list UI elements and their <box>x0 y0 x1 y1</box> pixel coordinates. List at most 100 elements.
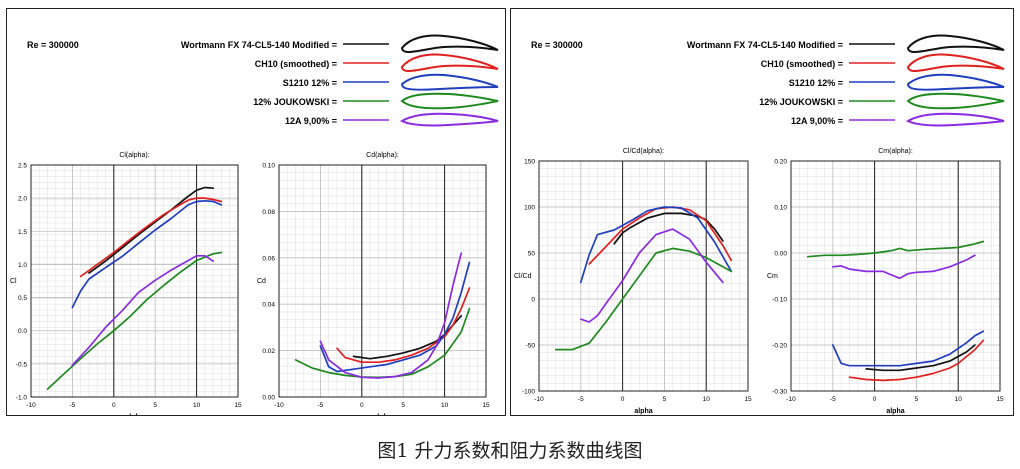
cl-chart-y-tick-label: 2.0 <box>18 196 27 203</box>
cm-chart-y-tick-label: 0.10 <box>774 205 787 212</box>
right-airfoil-shape-0 <box>906 34 1005 54</box>
right-airfoil-shape-3 <box>906 92 1005 110</box>
left-legend-label-2: S1210 12% = <box>283 78 337 88</box>
cm-chart-series-line-4 <box>831 254 976 280</box>
cd-chart-x-tick-label: 15 <box>482 402 490 409</box>
cm-chart-x-tick-label: 10 <box>955 396 963 403</box>
cd-chart-y-axis-label: Cd <box>257 278 266 285</box>
cl-chart-plot-frame <box>30 164 239 398</box>
cd-chart-y-tick-label: 0.10 <box>262 163 275 170</box>
cl-chart-y-tick-label: -0.5 <box>16 361 28 368</box>
cd-chart-title: Cd(alpha): <box>366 152 399 159</box>
left-legend-label-0: Wortmann FX 74-CL5-140 Modified = <box>181 40 337 50</box>
cd-chart-series-line-4 <box>319 252 463 379</box>
cl-chart-y-axis-label: Cl <box>10 278 17 285</box>
clcd-chart-x-tick-label: 0 <box>621 396 625 403</box>
cm-chart-x-tick-label: 0 <box>873 396 877 403</box>
clcd-chart-series-line-2 <box>579 206 733 284</box>
right-chart-panel: Re = 300000 Wortmann FX 74-CL5-140 Modifi… <box>510 8 1014 416</box>
clcd-chart-x-tick-label: 10 <box>703 396 711 403</box>
cm-chart-title: Cm(alpha): <box>878 148 913 155</box>
cm-chart-x-tick-label: 5 <box>915 396 919 403</box>
cm-chart-y-tick-label: -0.10 <box>772 297 787 304</box>
right-airfoil-profile-4 <box>905 112 1005 127</box>
cl-chart-x-tick-label: -10 <box>26 402 36 409</box>
cm-chart-y-axis-label: Cm <box>767 273 778 280</box>
cl-chart-x-tick-label: -5 <box>70 402 76 409</box>
left-airfoil-profile-1 <box>400 53 499 73</box>
left-airfoil-profile-3 <box>400 92 499 110</box>
clcd-chart-series-line-1 <box>588 206 733 265</box>
cd-chart-x-tick-label: 5 <box>401 402 405 409</box>
cl-chart-series-line-2 <box>71 199 223 309</box>
cl-chart-y-tick-label: 0.0 <box>18 328 27 335</box>
right-legend-label-1: CH10 (smoothed) = <box>761 59 843 69</box>
clcd-chart-y-tick-label: -50 <box>526 343 536 350</box>
clcd-chart-y-tick-label: 100 <box>524 205 535 212</box>
cl-chart-y-tick-label: -1.0 <box>16 395 28 402</box>
cd-chart-y-tick-label: 0.04 <box>262 302 275 309</box>
cl-chart-title: Cl(alpha): <box>119 152 149 159</box>
clcd-chart-series-line-0 <box>613 212 724 245</box>
cl-chart-series-line-0 <box>88 186 215 274</box>
cm-chart-series-line-3 <box>806 240 985 258</box>
left-airfoil-shape-3 <box>400 92 499 110</box>
cm-chart-x-tick-label: -5 <box>830 396 836 403</box>
clcd-chart-x-tick-label: 5 <box>663 396 667 403</box>
right-legend-label-0: Wortmann FX 74-CL5-140 Modified = <box>687 40 843 50</box>
clcd-chart-y-axis-label: Cl/Cd <box>514 273 532 280</box>
cm-chart-plot-frame <box>790 160 1001 392</box>
left-legend-label-3: 12% JOUKOWSKI = <box>253 97 337 107</box>
cm-chart-y-tick-label: -0.30 <box>772 389 787 396</box>
cd-chart-y-tick-label: 0.02 <box>262 348 275 355</box>
cm-chart-series-line-1 <box>848 339 985 382</box>
cm-chart-x-tick-label: 15 <box>996 396 1004 403</box>
right-legend-label-3: 12% JOUKOWSKI = <box>759 97 843 107</box>
cm-chart-x-tick-label: -10 <box>786 396 796 403</box>
right-legend-label-2: S1210 12% = <box>789 78 843 88</box>
left-airfoil-shape-2 <box>400 73 499 91</box>
cm-chart-y-tick-label: 0.20 <box>774 159 787 166</box>
left-re-label: Re = 300000 <box>27 40 79 50</box>
right-airfoil-profile-1 <box>906 53 1005 73</box>
right-airfoil-profile-3 <box>906 92 1005 110</box>
clcd-chart-y-tick-label: -100 <box>522 389 535 396</box>
right-airfoil-shape-2 <box>906 73 1005 91</box>
left-legend-label-1: CH10 (smoothed) = <box>255 59 337 69</box>
clcd-chart-series-line-4 <box>579 228 724 323</box>
left-chart-svg: Re = 300000 Wortmann FX 74-CL5-140 Modifi… <box>10 34 499 415</box>
cl-chart-y-tick-label: 1.0 <box>18 262 27 269</box>
cd-chart-x-tick-label: 10 <box>441 402 449 409</box>
clcd-chart-x-tick-label: -5 <box>578 396 584 403</box>
cl-chart-x-tick-label: 5 <box>153 402 157 409</box>
clcd-chart-y-tick-label: 0 <box>531 297 535 304</box>
cm-chart-y-tick-label: 0.00 <box>774 251 787 258</box>
cd-chart-x-tick-label: 0 <box>360 402 364 409</box>
right-legend-label-4: 12A 9,00% = <box>791 116 843 126</box>
cl-chart-series-line-3 <box>46 251 223 390</box>
cl-chart-y-tick-label: 2.5 <box>18 163 27 170</box>
cl-chart-x-tick-label: 10 <box>193 402 201 409</box>
left-airfoil-shape-1 <box>400 53 499 73</box>
clcd-chart-title: Cl/Cd(alpha): <box>623 148 664 155</box>
left-airfoil-profile-0 <box>400 34 499 54</box>
right-chart-svg: Re = 300000 Wortmann FX 74-CL5-140 Modifi… <box>514 34 1005 415</box>
right-airfoil-shape-4 <box>905 112 1005 127</box>
left-airfoil-profile-4 <box>399 112 499 127</box>
cl-chart-series-line-1 <box>79 197 223 278</box>
cd-chart-series-line-2 <box>319 261 471 373</box>
cd-chart-x-tick-label: -5 <box>318 402 324 409</box>
right-airfoil-profile-0 <box>906 34 1005 54</box>
cm-chart-series-line-0 <box>865 344 976 372</box>
cl-chart-y-tick-label: 0.5 <box>18 295 27 302</box>
cm-chart-x-axis-label: alpha <box>886 408 904 415</box>
cl-chart-x-tick-label: 15 <box>234 402 242 409</box>
right-re-label: Re = 300000 <box>531 40 583 50</box>
cl-chart-series-line-4 <box>71 254 215 367</box>
cd-chart-y-tick-label: 0.00 <box>262 395 275 402</box>
cd-chart-x-tick-label: -10 <box>274 402 284 409</box>
cm-chart-y-tick-label: -0.20 <box>772 343 787 350</box>
cd-chart-x-axis-label: alpha <box>373 414 391 415</box>
left-chart-panel: Re = 300000 Wortmann FX 74-CL5-140 Modifi… <box>6 8 506 416</box>
clcd-chart-series-line-3 <box>554 247 733 351</box>
